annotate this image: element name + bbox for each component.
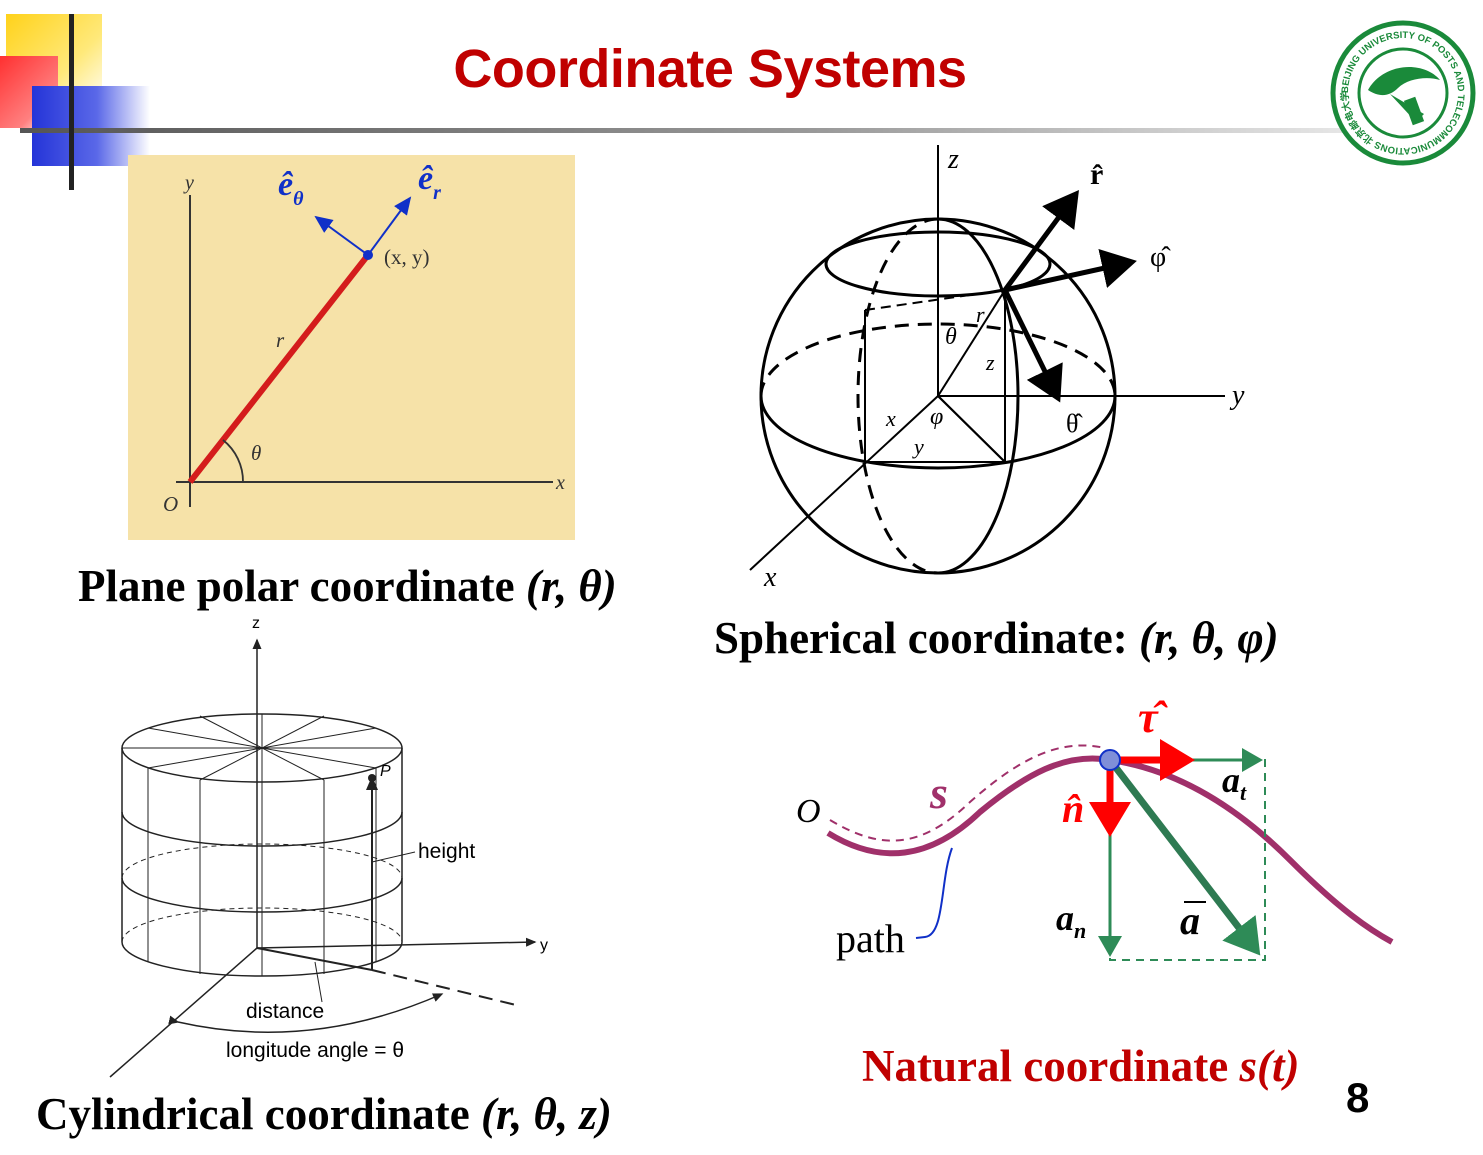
cyl-p-label: P — [380, 763, 391, 780]
theta-hat-vector — [1002, 288, 1063, 403]
spherical-caption-vars: (r, θ, φ) — [1138, 613, 1279, 663]
a-vector — [1107, 757, 1261, 956]
point-label: (x, y) — [384, 245, 430, 269]
cylindrical-caption: Cylindrical coordinate (r, θ, z) — [36, 1088, 612, 1140]
polar-x-label: x — [555, 472, 565, 494]
sph-y-inner-label: y — [912, 434, 924, 459]
sph-x-inner-label: x — [885, 406, 896, 431]
cyl-y-label: y — [540, 937, 548, 954]
university-logo: BEIJING UNIVERSITY OF POSTS AND TELECOMM… — [1330, 20, 1476, 166]
s-arc-dashed — [829, 744, 1106, 842]
path-label: path — [836, 916, 905, 961]
natural-caption-vars: s(t) — [1239, 1041, 1300, 1091]
particle — [1099, 749, 1121, 771]
e-r-vector — [367, 196, 412, 256]
corner-decoration — [0, 0, 160, 190]
sph-phi-label: φ — [930, 404, 943, 430]
sph-z-label: z — [947, 144, 959, 175]
tau-label: τ̂ — [1138, 693, 1169, 742]
e-theta-vector — [314, 215, 369, 256]
cyl-spokes — [122, 714, 402, 782]
spherical-caption-text: Spherical coordinate: — [714, 613, 1128, 663]
title-rule — [20, 128, 1360, 133]
cylindrical-caption-text: Cylindrical coordinate — [36, 1089, 470, 1139]
natural-origin-label: O — [796, 793, 821, 830]
theta-hat-label: θ̂ — [1066, 409, 1083, 438]
natural-diagram: O s path τ̂ n̂ at an a — [796, 693, 1394, 961]
cylindrical-caption-vars: (r, θ, z) — [480, 1089, 612, 1139]
sph-r-label: r — [976, 302, 985, 327]
point-p — [368, 774, 376, 782]
cyl-band-1 — [121, 811, 403, 847]
polar-origin-label: O — [163, 492, 178, 516]
polar-caption: Plane polar coordinate (r, θ) — [78, 560, 617, 612]
phi-hat-vector — [1004, 248, 1137, 293]
longitude-arc — [168, 993, 444, 1033]
natural-caption-text: Natural coordinate — [862, 1041, 1229, 1091]
phi-hat-label: φ̂ — [1150, 242, 1171, 273]
r-hat-vector — [1002, 189, 1079, 292]
angle-extension — [371, 969, 521, 1007]
height-label: height — [418, 840, 475, 863]
natural-caption: Natural coordinate s(t) — [862, 1040, 1299, 1092]
distance-line — [256, 947, 373, 971]
cyl-verticals — [147, 768, 377, 976]
a-label: a — [1180, 898, 1200, 943]
sph-box-top — [864, 289, 1006, 311]
blue-square — [32, 86, 150, 166]
cyl-bottom — [121, 941, 403, 977]
s-label: s — [929, 767, 948, 818]
meridian-back — [856, 217, 939, 575]
radius-line — [187, 253, 371, 484]
slide-title: Coordinate Systems — [453, 39, 967, 99]
sph-x-label: x — [763, 562, 777, 593]
polar-diagram: y x O r θ (x, y) êθ êr — [128, 155, 575, 540]
theta-arc — [222, 439, 244, 483]
e-r-label: êr — [418, 160, 441, 204]
cylindrical-diagram: z y P height distance longitude angle = … — [109, 615, 548, 1078]
height-leader — [371, 851, 416, 863]
distance-leader — [314, 961, 323, 1003]
equator-front — [759, 395, 1117, 470]
polar-theta-label: θ — [251, 441, 261, 465]
cyl-z-label: z — [252, 615, 260, 632]
longitude-label: longitude angle = θ — [226, 1039, 404, 1062]
r-hat-label: r̂ — [1090, 158, 1103, 191]
sph-theta-label: θ — [945, 324, 957, 350]
polar-y-label: y — [183, 172, 194, 194]
path-leader — [915, 847, 953, 939]
polar-r-label: r — [276, 328, 285, 352]
cyl-band-2 — [121, 877, 403, 913]
polar-caption-vars: (r, θ) — [525, 561, 617, 611]
sph-r-line — [937, 289, 1006, 397]
distance-label: distance — [246, 1000, 324, 1023]
corner-vertical-line — [69, 14, 74, 190]
sph-x-axis — [749, 395, 939, 571]
polar-background — [128, 155, 575, 540]
at-label: at — [1222, 760, 1247, 805]
spherical-diagram: z y x r̂ φ̂ θ̂ r θ z φ x y — [749, 144, 1245, 593]
page-number: 8 — [1346, 1074, 1370, 1121]
sph-y-label: y — [1229, 380, 1245, 411]
sph-z-inner-label: z — [985, 350, 995, 375]
spherical-caption: Spherical coordinate: (r, θ, φ) — [714, 612, 1279, 664]
e-theta-label: êθ — [278, 166, 304, 210]
polar-caption-text: Plane polar coordinate — [78, 561, 515, 611]
equator-back — [759, 322, 1117, 397]
an-label: an — [1056, 898, 1086, 943]
sph-floor-diag — [937, 395, 1006, 463]
cyl-y-axis — [256, 937, 537, 949]
n-label: n̂ — [1062, 786, 1084, 831]
